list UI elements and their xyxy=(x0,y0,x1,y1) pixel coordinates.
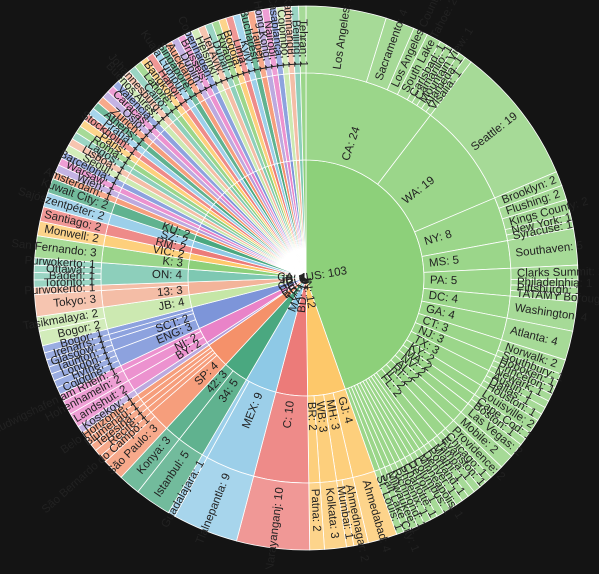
label-depth2-kolkata: Kolkata: 3 xyxy=(323,487,340,539)
label-depth1-wb: WB: 3 xyxy=(313,401,328,433)
label-depth2-purwokerto: Purwokerto: 1 xyxy=(24,255,96,271)
label-depth2-colombo: Colombo: 1 xyxy=(274,9,292,69)
sunburst-segments xyxy=(33,5,579,551)
label-depth1-c: C: 10 xyxy=(282,400,297,429)
segment-depth2-tehran[interactable] xyxy=(298,5,307,74)
label-depth2-purwokerto: Purwokerto: 1 xyxy=(24,282,95,297)
label-depth2-kathmandu: Kathmandu: 1 xyxy=(281,0,298,68)
label-depth0-id: ID: 4 xyxy=(281,272,308,289)
label-depth1-br: BR: 2 xyxy=(305,402,318,431)
label-depth2-tokyo: Tokyo: 3 xyxy=(53,294,97,310)
label-depth1-13: 13: 3 xyxy=(157,285,184,300)
label-depth2-toronto: Toronto: 1 xyxy=(44,276,95,289)
label-depth2-patna: Patna: 2 xyxy=(309,489,323,532)
label-depth1-vic: VIC: 2 xyxy=(152,244,186,262)
label-depth0-jp: JP: 4 xyxy=(279,272,307,286)
label-depth2-pittsburgh: Pittsburgh: 1 xyxy=(516,282,581,297)
label-depth2-tehran: Tehran: 1 xyxy=(296,19,309,67)
label-depth1-pa: PA: 5 xyxy=(430,275,458,288)
label-depth1-mh: MH: 3 xyxy=(324,399,342,431)
label-depth2-beijing: Beijing: 1 xyxy=(289,20,303,68)
label-depth1-k: K: 3 xyxy=(162,255,184,269)
label-depth2-philadelphia: Philadelphia: 1 xyxy=(517,276,593,290)
label-depth0-bd: BD: 10 xyxy=(296,277,312,313)
label-depth0-ca: CA: 4 xyxy=(277,271,307,284)
label-depth0-in: IN: 12 xyxy=(300,277,317,309)
label-depth1-ms: MS: 5 xyxy=(428,254,459,269)
label-depth1-jb: JB: 4 xyxy=(158,296,187,313)
label-depth2-baden: Baden: 1 xyxy=(49,270,95,282)
label-depth2-ottawa: Ottawa: 1 xyxy=(46,263,96,277)
label-depth1-on: ON: 4 xyxy=(152,269,183,282)
label-depth1-dc: DC: 4 xyxy=(428,290,459,306)
label-depth2-clarks-summit: Clarks Summit: 2 xyxy=(517,266,599,280)
